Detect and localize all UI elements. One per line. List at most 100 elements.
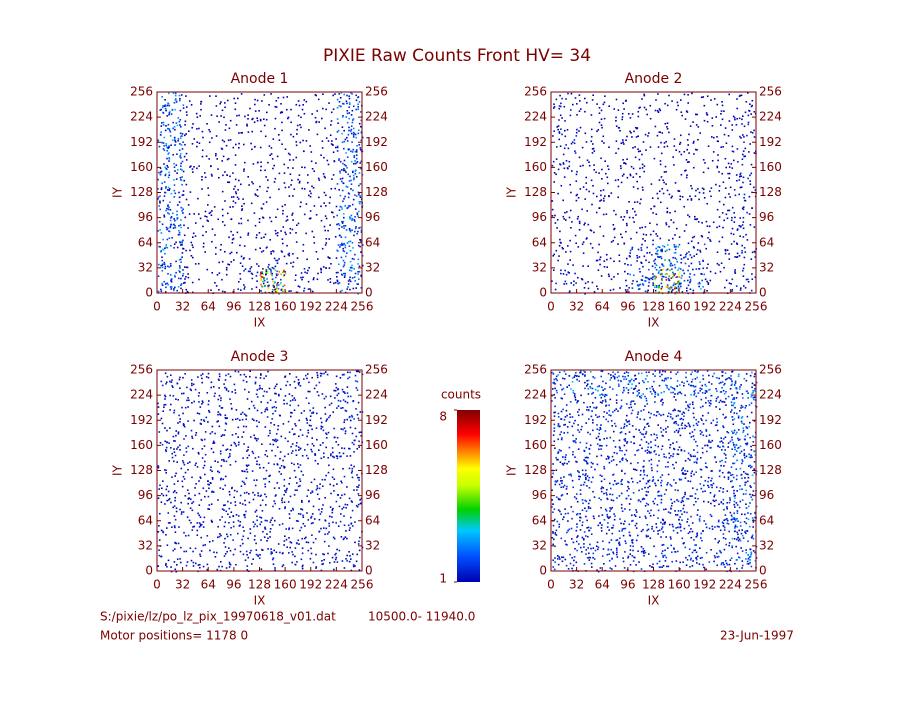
count-pixel (687, 214, 689, 216)
count-pixel (639, 418, 641, 420)
count-pixel (254, 110, 257, 112)
count-pixel (557, 259, 559, 262)
count-pixel (679, 410, 681, 413)
count-pixel (182, 170, 185, 173)
count-pixel (655, 434, 658, 436)
count-pixel (223, 140, 226, 143)
count-pixel (330, 120, 333, 122)
count-pixel (360, 240, 362, 243)
count-pixel (309, 415, 312, 417)
count-pixel (553, 269, 555, 271)
count-pixel (637, 394, 639, 396)
count-pixel (730, 283, 732, 285)
count-pixel (631, 248, 633, 250)
count-pixel (651, 265, 654, 267)
count-pixel (317, 98, 320, 101)
count-pixel (685, 407, 687, 410)
count-pixel (211, 431, 214, 433)
count-pixel (157, 465, 160, 467)
count-pixel (661, 291, 664, 294)
count-pixel (718, 377, 720, 380)
count-pixel (637, 110, 640, 113)
count-pixel (672, 273, 675, 275)
count-pixel (349, 288, 351, 291)
count-pixel (185, 564, 188, 567)
count-pixel (733, 398, 736, 400)
count-pixel (627, 389, 630, 391)
count-pixel (682, 411, 685, 413)
count-pixel (170, 265, 172, 267)
count-pixel (161, 122, 163, 124)
count-pixel (692, 385, 695, 387)
count-pixel (628, 431, 631, 433)
count-pixel (620, 399, 623, 402)
count-pixel (307, 432, 310, 434)
count-pixel (360, 435, 362, 437)
count-pixel (158, 488, 160, 490)
count-pixel (242, 425, 245, 428)
count-pixel (340, 455, 342, 458)
count-pixel (164, 372, 167, 375)
count-pixel (326, 418, 328, 421)
count-pixel (589, 433, 591, 436)
count-pixel (324, 497, 326, 499)
count-pixel (208, 504, 211, 506)
count-pixel (248, 501, 251, 504)
count-pixel (218, 379, 220, 381)
count-pixel (289, 227, 292, 230)
count-pixel (348, 148, 351, 151)
count-pixel (595, 406, 598, 409)
count-pixel (161, 256, 163, 258)
count-pixel (349, 276, 351, 279)
count-pixel (264, 233, 267, 236)
count-pixel (346, 121, 349, 124)
count-pixel (226, 158, 229, 161)
count-pixel (710, 187, 713, 189)
count-pixel (169, 209, 172, 211)
count-pixel (646, 246, 648, 249)
count-pixel (260, 130, 262, 133)
count-pixel (668, 131, 670, 134)
count-pixel (241, 538, 243, 541)
count-pixel (309, 419, 312, 422)
count-pixel (716, 103, 719, 106)
count-pixel (358, 184, 360, 187)
count-pixel (207, 194, 210, 197)
count-pixel (165, 226, 168, 229)
count-pixel (180, 244, 182, 246)
count-pixel (161, 141, 163, 144)
count-pixel (205, 231, 207, 233)
count-pixel (209, 469, 212, 471)
count-pixel (309, 195, 312, 198)
count-pixel (606, 437, 608, 439)
count-pixel (354, 172, 357, 175)
count-pixel (716, 390, 718, 392)
count-pixel (187, 227, 189, 229)
count-pixel (255, 275, 258, 277)
count-pixel (743, 197, 745, 199)
count-pixel (354, 541, 356, 544)
count-pixel (739, 226, 742, 228)
count-pixel (210, 447, 213, 450)
count-pixel (231, 242, 234, 244)
count-pixel (652, 284, 654, 286)
count-pixel (209, 549, 211, 552)
count-pixel (687, 284, 690, 287)
count-pixel (324, 244, 327, 246)
count-pixel (336, 561, 339, 563)
count-pixel (229, 139, 232, 141)
count-pixel (162, 105, 164, 107)
count-pixel (680, 261, 682, 264)
count-pixel (273, 181, 276, 183)
count-pixel (624, 289, 627, 291)
count-pixel (346, 401, 349, 404)
count-pixel (282, 212, 284, 215)
count-pixel (355, 175, 358, 178)
count-pixel (559, 105, 562, 108)
count-pixel (184, 471, 187, 474)
count-pixel (168, 92, 170, 95)
count-pixel (320, 421, 323, 424)
count-pixel (615, 98, 618, 101)
count-pixel (244, 504, 247, 506)
count-pixel (566, 414, 568, 417)
